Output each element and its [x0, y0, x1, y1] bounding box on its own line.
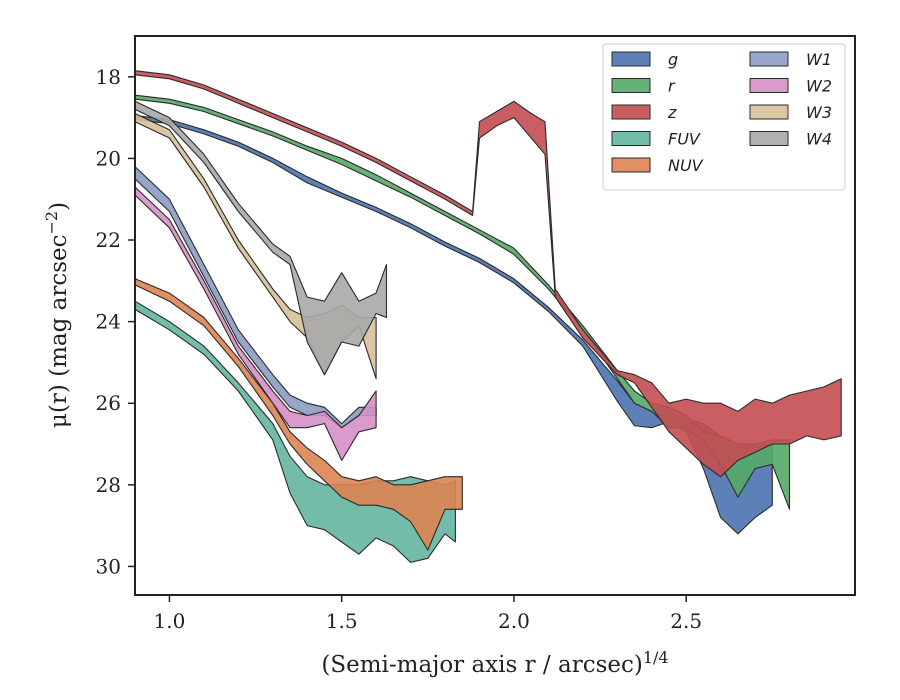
y-tick-label: 28	[96, 473, 121, 497]
legend-swatch-w1	[749, 51, 789, 67]
legend-swatch-fuv	[611, 131, 651, 146]
plot-frame	[134, 35, 856, 596]
legend-swatch-nuv	[611, 157, 651, 173]
y-axis: 18 20 22 24 26 28 30	[96, 65, 135, 578]
legend-swatch-w3	[749, 104, 789, 120]
y-tick-label: 20	[96, 146, 121, 170]
series-band-w4	[134, 100, 388, 376]
legend-label-w2: W2	[806, 77, 832, 96]
legend-label-w4: W4	[806, 130, 832, 149]
x-axis: 1.0 1.5 2.0 2.5	[154, 595, 702, 633]
y-tick-label: 24	[96, 310, 121, 334]
legend-label-w3: W3	[806, 103, 832, 122]
series-layer	[134, 70, 842, 563]
x-tick-label: 1.5	[326, 609, 358, 633]
x-axis-label-exponent: 1/4	[643, 648, 669, 667]
legend-swatch-r	[611, 78, 651, 93]
y-axis-label: μ(r) (mag arcsec−2)	[42, 202, 72, 428]
x-tick-label: 2.0	[498, 609, 530, 633]
legend-label-fuv: FUV	[668, 130, 701, 149]
legend-swatch-w4	[749, 131, 789, 146]
series-band-w2	[134, 186, 377, 461]
series-band-nuv	[134, 278, 463, 551]
series-band-z	[134, 70, 842, 478]
legend-label-z: z	[667, 103, 677, 122]
y-axis-label-text: μ(r) (mag arcsec	[46, 234, 72, 428]
x-axis-label-text: (Semi-major axis r / arcsec)	[321, 652, 642, 678]
legend-label-w1: W1	[806, 50, 832, 69]
legend-swatch-w2	[749, 78, 789, 93]
x-axis-label: (Semi-major axis r / arcsec)1/4	[321, 648, 668, 678]
legend-swatch-g	[611, 51, 651, 67]
legend-swatch-z	[611, 104, 651, 120]
series-band-w3	[134, 112, 377, 380]
legend-label-nuv: NUV	[668, 156, 704, 175]
y-tick-label: 18	[96, 65, 121, 89]
legend: grz FUV NUV W1 W2 W3 W4	[602, 43, 846, 191]
y-axis-label-exponent: −2	[42, 211, 61, 235]
x-tick-label: 2.5	[670, 609, 702, 633]
x-tick-label: 1.0	[154, 609, 186, 633]
legend-label-r: r	[668, 77, 676, 96]
y-tick-label: 26	[96, 391, 121, 415]
legend-label-g: g	[668, 50, 678, 69]
y-tick-label: 22	[96, 228, 121, 252]
y-axis-label-suffix: )	[46, 202, 72, 211]
y-tick-label: 30	[96, 554, 121, 578]
series-band-g	[134, 115, 773, 535]
